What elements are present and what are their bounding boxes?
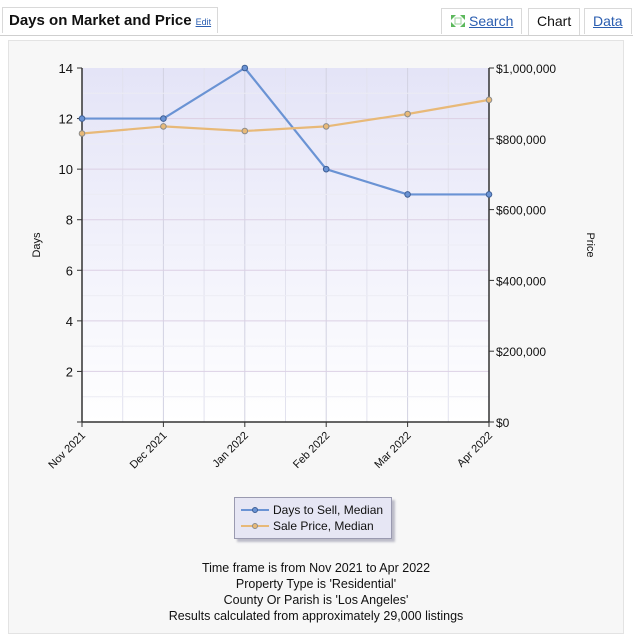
y-tick-label-left: 8 [66,213,73,228]
y-tick-label-left: 2 [66,364,73,379]
legend-label-price: Sale Price, Median [273,519,374,533]
chart-notes: Time frame is from Nov 2021 to Apr 2022 … [8,560,624,624]
series-line-days [82,66,489,196]
title-box: Days on Market and Price Edit [2,7,219,33]
y-tick-label-right: $400,000 [496,274,546,288]
days-price-chart: 2 4 6 8 10 12 14 $0 $200,000 $400,000 $600,000 $800… [31,61,596,472]
y-tick-label-left: 12 [59,112,73,127]
x-tick-label: Jan 2022 [210,430,250,470]
point-price [78,130,86,137]
y-tick-label-right: $0 [496,416,510,430]
note-time-frame: Time frame is from Nov 2021 to Apr 2022 [201,561,431,575]
point-days [78,115,86,122]
y-tick-label-left: 4 [66,314,73,329]
legend-label-days: Days to Sell, Median [273,503,384,517]
point-days [160,115,167,122]
y-tick-label-right: $600,000 [496,204,546,218]
x-tick-label: Mar 2022 [372,430,413,471]
legend-swatch-price [241,523,269,529]
series-line-price [81,98,490,135]
x-tick-label: Feb 2022 [291,430,332,471]
x-tick-label: Apr 2022 [455,430,495,470]
x-tick-label: Dec 2021 [128,430,170,472]
point-days [241,64,249,72]
header-bar: Days on Market and Price Edit Search Char… [0,0,633,36]
point-price [241,127,249,135]
y-axis-title-left: Days [31,232,43,258]
point-days [404,191,411,198]
tab-chart-label: Chart [537,13,572,29]
y-axis-title-right: Price [584,232,596,257]
point-price [322,123,330,130]
y-tick-label-left: 10 [59,162,73,177]
tab-search-label: Search [469,13,514,29]
tab-search[interactable]: Search [441,8,523,34]
tab-data[interactable]: Data [584,8,632,34]
point-price [404,110,411,118]
tab-data-label: Data [593,13,623,29]
legend-item-price: Sale Price, Median [241,518,385,534]
y-tick-label-right: $200,000 [496,345,546,359]
tab-chart[interactable]: Chart [528,8,581,35]
y-tick-label-left: 6 [66,263,73,278]
note-property-type: Property Type is 'Residential' [235,577,397,591]
note-county: County Or Parish is 'Los Angeles' [223,593,409,607]
y-tick-label-right: $1,000,000 [496,62,556,76]
legend-swatch-days [241,507,269,513]
edit-link[interactable]: Edit [195,17,212,27]
chart-legend: Days to Sell, Median Sale Price, Median [234,497,392,539]
expand-icon [451,15,465,27]
page-title: Days on Market and Price [9,12,192,29]
x-tick-label: Nov 2021 [46,430,88,472]
note-results: Results calculated from approximately 29… [168,609,464,623]
point-price [160,123,167,130]
y-tick-label-right: $800,000 [496,133,546,147]
y-tick-label-left: 14 [59,61,73,76]
point-days [322,165,330,173]
point-days [485,191,493,198]
point-price [485,96,493,104]
legend-item-days: Days to Sell, Median [241,502,385,518]
